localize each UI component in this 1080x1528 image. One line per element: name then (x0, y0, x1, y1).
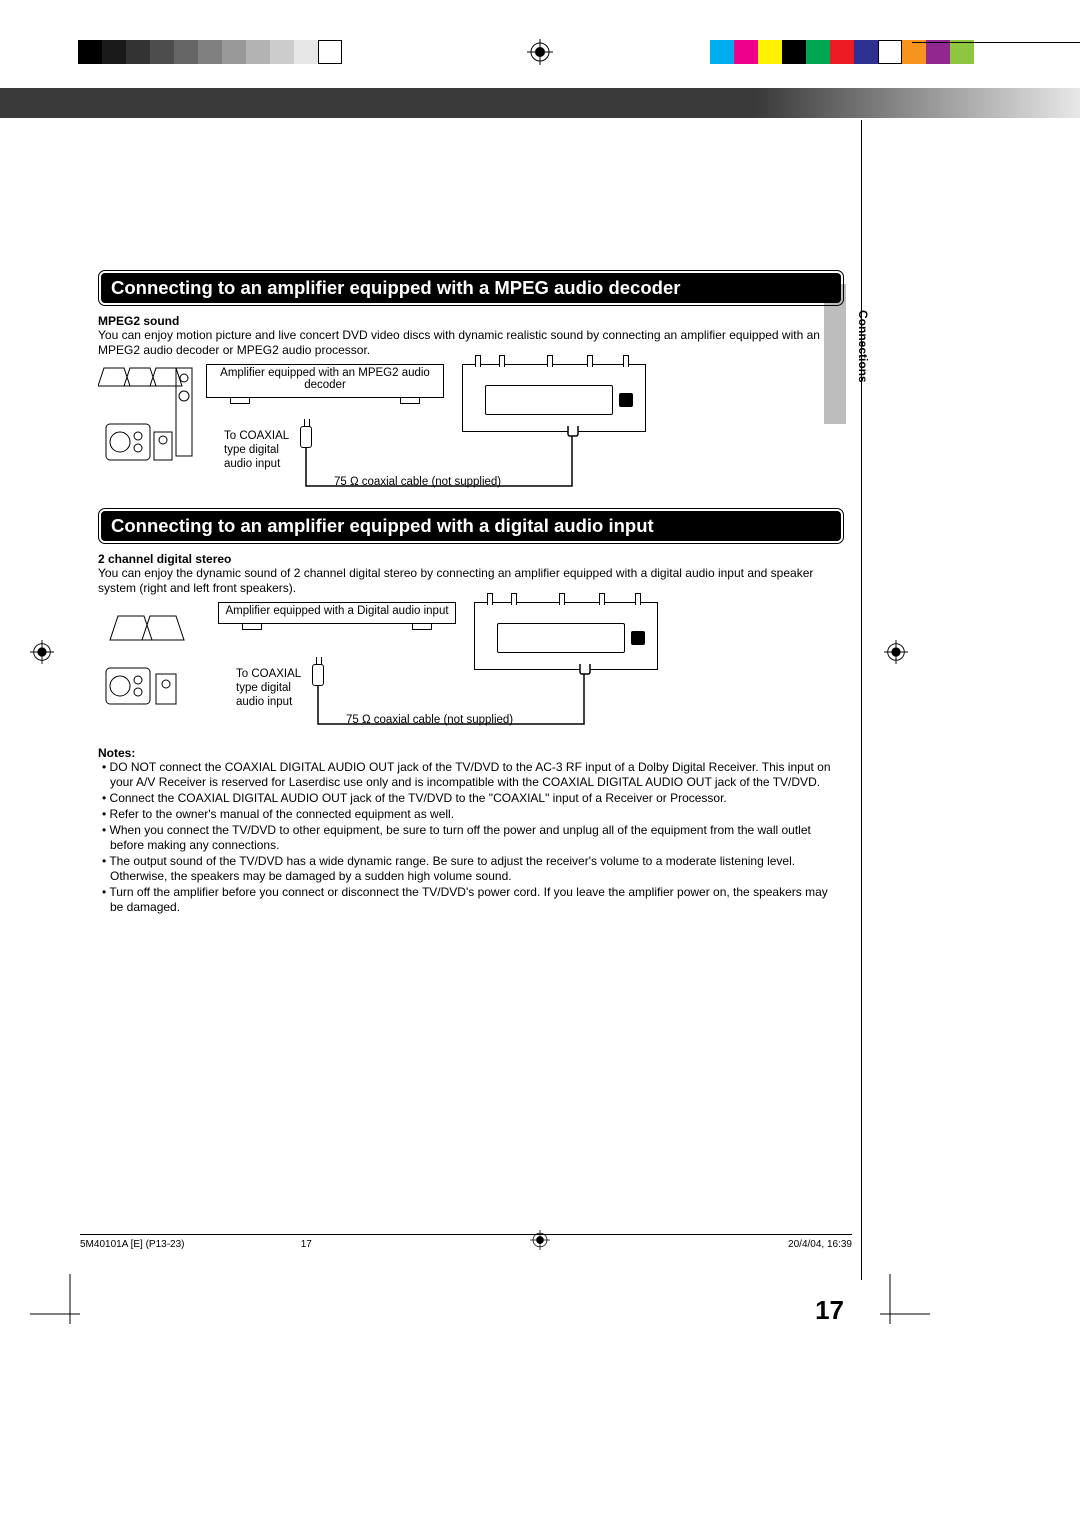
crop-mark-icon (30, 1274, 80, 1324)
subheading: 2 channel digital stereo (98, 552, 844, 566)
note-item: When you connect the TV/DVD to other equ… (110, 823, 844, 853)
footer-doc-id: 5M40101A [E] (P13-23) (80, 1239, 185, 1250)
cable-description: 75 Ω coaxial cable (not supplied) (334, 476, 501, 488)
coax-input-label: To COAXIAL type digital audio input (224, 430, 289, 471)
tvdvd-rear-icon (462, 364, 646, 432)
note-item: The output sound of the TV/DVD has a wid… (110, 854, 844, 884)
notes-heading: Notes: (98, 746, 844, 760)
amplifier-label: Amplifier equipped with an MPEG2 audio d… (220, 367, 430, 391)
header-gradient (0, 88, 1080, 118)
section-heading-text: Connecting to an amplifier equipped with… (101, 273, 841, 303)
amplifier-label: Amplifier equipped with a Digital audio … (225, 605, 448, 617)
connection-diagram-digital: Amplifier equipped with a Digital audio … (98, 602, 844, 732)
notes-list: DO NOT connect the COAXIAL DIGITAL AUDIO… (98, 760, 844, 915)
registration-mark-icon (30, 640, 54, 664)
amplifier-icon: Amplifier equipped with a Digital audio … (218, 602, 456, 662)
section-heading: Connecting to an amplifier equipped with… (98, 270, 844, 306)
note-item: DO NOT connect the COAXIAL DIGITAL AUDIO… (110, 760, 844, 790)
cable-description: 75 Ω coaxial cable (not supplied) (346, 714, 513, 726)
tvdvd-rear-icon (474, 602, 658, 670)
amplifier-icon: Amplifier equipped with an MPEG2 audio d… (206, 364, 444, 424)
page-content: Connecting to an amplifier equipped with… (98, 270, 844, 916)
registration-mark-icon (884, 640, 908, 664)
section-heading-text: Connecting to an amplifier equipped with… (101, 511, 841, 541)
subheading: MPEG2 sound (98, 314, 844, 328)
crop-rule (912, 42, 1080, 60)
connection-diagram-mpeg: Amplifier equipped with an MPEG2 audio d… (98, 364, 844, 494)
note-item: Turn off the amplifier before you connec… (110, 885, 844, 915)
page-footer: 5M40101A [E] (P13-23) 17 20/4/04, 16:39 (80, 1234, 852, 1250)
section-heading: Connecting to an amplifier equipped with… (98, 508, 844, 544)
page-number: 17 (815, 1295, 844, 1326)
section-tab-label: Connections (856, 310, 870, 383)
body-paragraph: You can enjoy the dynamic sound of 2 cha… (98, 566, 844, 596)
page-border-right (861, 120, 862, 1280)
note-item: Refer to the owner's manual of the conne… (110, 807, 844, 822)
crop-mark-icon (880, 1274, 930, 1324)
note-item: Connect the COAXIAL DIGITAL AUDIO OUT ja… (110, 791, 844, 806)
grayscale-swatches (78, 40, 342, 64)
speaker-set-icon (98, 364, 198, 484)
footer-page: 17 (301, 1239, 312, 1250)
body-paragraph: You can enjoy motion picture and live co… (98, 328, 844, 358)
registration-mark-icon (527, 39, 553, 65)
speaker-pair-icon (98, 612, 198, 732)
coax-input-label: To COAXIAL type digital audio input (236, 668, 301, 709)
footer-timestamp: 20/4/04, 16:39 (788, 1239, 852, 1250)
